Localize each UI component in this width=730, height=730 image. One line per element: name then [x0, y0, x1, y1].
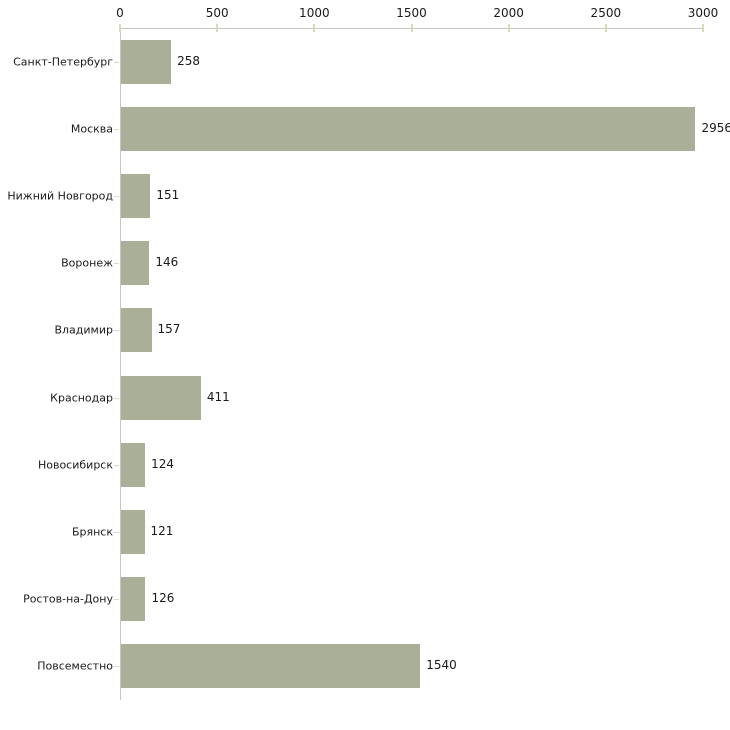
x-tick-mark: [410, 24, 413, 32]
y-axis-label: Воронеж: [61, 256, 113, 270]
x-tick-mark: [313, 24, 316, 32]
value-label: 258: [177, 53, 201, 68]
value-label: 124: [151, 456, 174, 471]
bar: [121, 510, 145, 554]
bar: [121, 577, 146, 622]
bar: [121, 174, 151, 218]
y-axis-labels: Санкт-Петербург Москва Нижний Новгород Воро…: [0, 28, 113, 700]
value-label: 151: [156, 188, 180, 202]
bar: [121, 106, 696, 151]
x-tick-label: 500: [205, 6, 229, 20]
bar: [121, 375, 201, 420]
y-axis-label: Повсеместно: [37, 659, 113, 673]
bar: [121, 308, 152, 353]
y-tick-mark: [114, 263, 119, 265]
y-tick-mark: [114, 397, 119, 399]
x-tick-mark: [702, 24, 704, 32]
x-tick-mark: [604, 24, 607, 32]
y-tick-mark: [114, 464, 119, 466]
value-label: 1540: [426, 658, 457, 673]
x-tick-label: 2000: [493, 6, 524, 20]
y-axis-label: Нижний Новгород: [7, 189, 113, 203]
bar: [121, 442, 146, 487]
bar: [121, 241, 150, 286]
x-tick-label: 0: [116, 6, 124, 20]
value-label: 2956: [701, 120, 730, 135]
x-tick-label: 2500: [590, 6, 622, 20]
y-axis-label: Санкт-Петербург: [13, 55, 113, 69]
x-tick-label: 1000: [299, 6, 330, 20]
y-tick-mark: [114, 599, 119, 601]
y-tick-mark: [114, 532, 119, 533]
bar: [121, 644, 421, 689]
x-tick-mark: [119, 24, 121, 32]
y-axis-label: Ростов-на-Дону: [23, 592, 113, 606]
y-axis-label: Москва: [70, 122, 113, 136]
y-tick-mark: [114, 196, 119, 197]
x-tick-mark: [216, 24, 219, 32]
x-tick-mark: [507, 24, 510, 32]
value-label: 157: [157, 322, 181, 337]
value-label: 146: [155, 255, 179, 270]
y-axis-label: Брянск: [71, 525, 113, 539]
y-tick-mark: [114, 330, 119, 332]
x-tick-label: 3000: [687, 6, 719, 20]
value-label: 411: [206, 389, 230, 404]
y-axis-label: Краснодар: [50, 391, 113, 405]
y-axis-label: Владимир: [54, 323, 113, 337]
y-tick-mark: [114, 666, 119, 668]
plot-area: 0 500 1000 1500 2000 2500 3000 258 2956 151 146 15…: [114, 6, 730, 700]
y-axis-line: [120, 28, 121, 700]
bar: [121, 39, 172, 84]
value-label: 121: [150, 524, 174, 538]
y-tick-mark: [114, 128, 119, 130]
y-axis-label: Новосибирск: [37, 458, 113, 472]
y-tick-mark: [114, 61, 119, 63]
value-label: 126: [151, 591, 175, 606]
x-tick-label: 1500: [396, 6, 427, 20]
